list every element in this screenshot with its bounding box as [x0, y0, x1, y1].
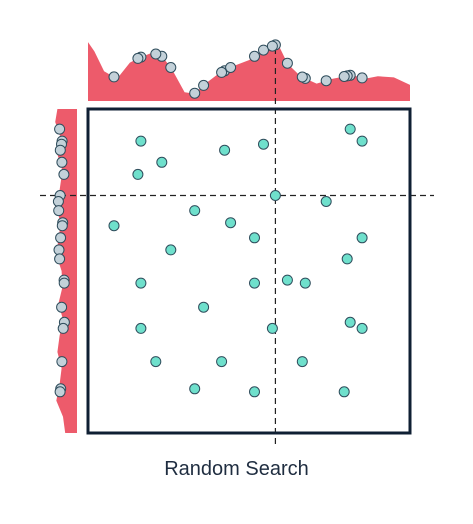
top-marginal-distribution: [88, 42, 410, 101]
top-projection-point: [198, 79, 210, 91]
left-projection-point: [56, 356, 68, 368]
sample-point: [296, 356, 308, 368]
sample-point: [150, 356, 162, 368]
top-projection-point: [225, 62, 237, 73]
left-projection-point: [53, 244, 65, 256]
sample-point: [356, 135, 368, 147]
left-projection-point: [56, 301, 68, 313]
left-projection-point: [54, 144, 66, 156]
sample-point: [320, 196, 332, 207]
search-space-box: [86, 107, 412, 435]
sample-point: [356, 322, 368, 334]
left-projection-point: [56, 220, 68, 232]
top-projection-point: [356, 72, 368, 84]
sample-point: [135, 277, 147, 289]
top-projection-point: [216, 66, 228, 78]
sample-point: [249, 386, 260, 398]
sample-point: [269, 190, 281, 201]
sample-point: [249, 277, 260, 289]
sample-point: [132, 168, 144, 180]
left-projection-point: [52, 196, 64, 207]
sample-point: [258, 138, 269, 150]
sample-point: [165, 244, 177, 256]
sample-point: [198, 301, 210, 313]
sample-point: [341, 253, 353, 265]
sample-point: [135, 135, 147, 147]
left-projection-points: [52, 123, 70, 398]
left-distribution-curve: [55, 109, 77, 433]
top-projection-point: [338, 71, 350, 82]
top-projection-point: [266, 40, 278, 52]
sample-point: [338, 386, 350, 398]
top-projection-point: [150, 48, 162, 60]
left-projection-point: [57, 322, 69, 334]
top-projection-point: [189, 87, 201, 99]
sample-point: [356, 232, 368, 244]
sample-point: [156, 156, 168, 168]
top-projection-point: [165, 62, 177, 73]
top-projection-point: [249, 50, 260, 62]
left-projection-point: [58, 277, 70, 289]
diagram-caption: Random Search: [164, 458, 309, 480]
sample-point: [344, 123, 356, 135]
sample-point: [135, 322, 147, 334]
sample-point: [225, 217, 237, 229]
left-projection-point: [58, 168, 70, 180]
sample-point: [108, 220, 120, 232]
left-projection-point: [53, 205, 65, 217]
sample-point: [216, 356, 228, 368]
sample-point: [249, 232, 260, 244]
sample-point: [266, 322, 278, 334]
sample-points: [108, 123, 368, 398]
optimum-crosshair: [40, 48, 434, 446]
top-projection-point: [320, 75, 332, 87]
left-marginal-distribution: [55, 109, 77, 433]
left-projection-point: [54, 253, 66, 265]
top-projection-point: [108, 71, 120, 83]
sample-point: [281, 274, 293, 286]
top-projection-point: [258, 44, 269, 56]
sample-point: [219, 144, 231, 156]
sample-point: [189, 383, 201, 395]
left-projection-point: [55, 232, 67, 244]
top-projection-point: [132, 52, 144, 64]
sample-point: [344, 316, 356, 328]
top-projection-point: [281, 57, 293, 69]
sample-point: [299, 277, 311, 289]
sample-point: [189, 205, 201, 217]
top-distribution-curve: [88, 42, 410, 101]
left-projection-point: [54, 123, 66, 135]
top-projection-points: [108, 39, 368, 99]
left-projection-point: [56, 156, 68, 168]
top-projection-point: [296, 71, 308, 83]
left-projection-point: [54, 386, 66, 398]
